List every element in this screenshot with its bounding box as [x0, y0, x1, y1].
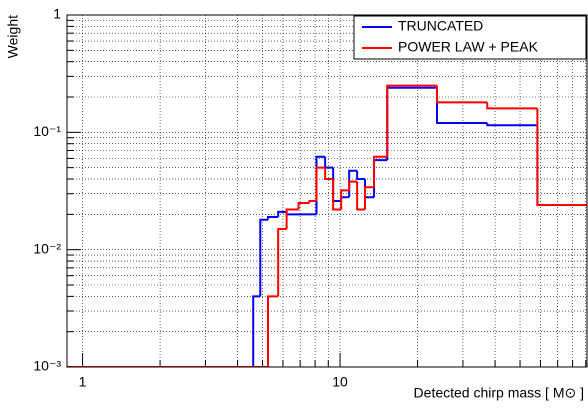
- histogram-bin: [259, 218, 269, 297]
- histogram-bin: [373, 159, 388, 198]
- x-tick-label: 1: [79, 374, 87, 390]
- series: [67, 86, 587, 367]
- y-axis-label: Weight: [5, 15, 21, 58]
- histogram-bin: [386, 86, 438, 161]
- y-tick-label: 10⁻³: [33, 358, 61, 374]
- legend-label: TRUNCATED: [398, 18, 483, 34]
- legend-label: POWER LAW + PEAK: [398, 39, 539, 55]
- histogram-bin: [324, 167, 334, 181]
- histogram-bin: [348, 180, 358, 191]
- histogram-bin: [285, 211, 299, 216]
- histogram-bin: [486, 102, 538, 110]
- histogram-bin: [332, 179, 342, 211]
- histogram-bin: [536, 108, 587, 207]
- y-tick-label: 10⁻¹: [33, 123, 61, 139]
- x-tick-label: 10: [332, 374, 348, 390]
- histogram-bin: [324, 156, 334, 169]
- histogram-bin: [308, 199, 317, 203]
- histogram-bin: [340, 189, 350, 210]
- histogram-bin: [340, 196, 350, 201]
- y-tick-label: 1: [53, 6, 61, 22]
- histogram-bin: [356, 181, 366, 211]
- histogram-bin: [436, 85, 488, 104]
- x-axis-label: Detected chirp mass [ M⊙ ]: [414, 385, 584, 401]
- histogram-bin: [285, 208, 299, 230]
- y-tick-label: 10⁻²: [33, 240, 61, 256]
- histogram-bin: [386, 84, 438, 157]
- histogram-bin: [277, 228, 287, 297]
- histogram-bin: [536, 125, 587, 207]
- histogram-bin: [486, 123, 538, 127]
- legend-box: [353, 15, 587, 60]
- histogram-bin: [267, 295, 279, 367]
- histogram-bin: [436, 87, 488, 125]
- histogram-bin: [315, 155, 326, 215]
- histogram-bin: [297, 201, 310, 210]
- histogram-bin: [364, 186, 375, 210]
- histogram-bin: [277, 210, 287, 217]
- histogram-bin: [267, 215, 279, 220]
- series: [67, 84, 587, 367]
- histogram-bin: [252, 295, 261, 367]
- histogram-bin: [348, 169, 358, 198]
- histogram-bin: [315, 166, 326, 201]
- plot-frame: [66, 14, 588, 368]
- histogram-bin: [373, 155, 388, 188]
- histogram-bin: [356, 170, 366, 181]
